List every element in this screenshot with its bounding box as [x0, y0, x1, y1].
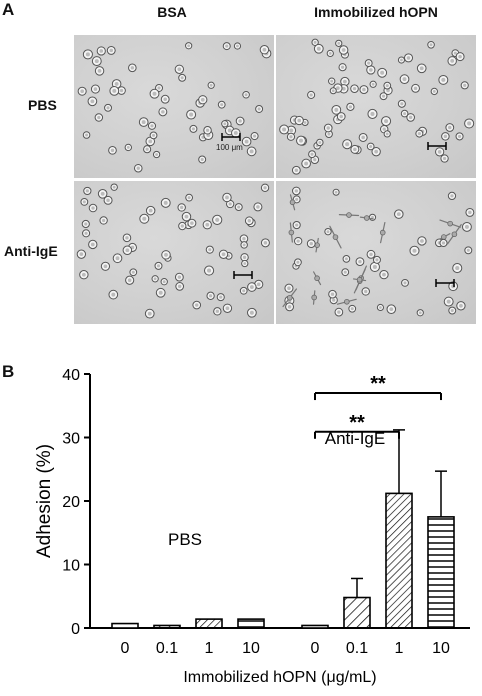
cells-bsa-anti-ige [76, 183, 270, 319]
cells-hopn-anti-ige [282, 186, 475, 317]
x-tick-label: 10 [242, 640, 260, 657]
column-header-bsa: BSA [157, 4, 187, 20]
row-header-anti-ige: Anti-IgE [4, 243, 58, 259]
row-header-pbs: PBS [28, 97, 57, 113]
micrograph-hopn-pbs [276, 35, 476, 178]
y-axis-label: Adhesion (%) [34, 444, 55, 558]
y-tick-label: 40 [62, 367, 80, 384]
bar [427, 516, 455, 629]
cells-bsa-pbs [77, 42, 272, 173]
group-label-pbs: PBS [168, 530, 202, 549]
bar [111, 622, 139, 629]
scale-bar-label: 100 μm [216, 143, 243, 152]
micrograph-bsa-anti-ige [74, 181, 274, 324]
y-tick-label: 20 [62, 494, 80, 511]
x-tick-label: 0.1 [156, 640, 178, 657]
x-axis-label: Immobilized hOPN (μg/mL) [183, 669, 376, 686]
micrograph-hopn-anti-ige [276, 181, 476, 324]
panel-a-letter: A [2, 0, 15, 19]
bar [195, 618, 223, 629]
x-tick-label: 1 [205, 640, 214, 657]
x-tick-label: 0.1 [346, 640, 368, 657]
y-tick-label: 0 [71, 621, 80, 638]
group-label-anti-ige: Anti-IgE [325, 429, 385, 448]
column-header-hopn: Immobilized hOPN [314, 4, 438, 20]
micrograph-bsa-pbs [74, 35, 274, 178]
bar [153, 624, 181, 629]
y-tick-label: 10 [62, 558, 80, 575]
bar [343, 596, 371, 629]
x-tick-label: 1 [395, 640, 404, 657]
bar [385, 492, 413, 629]
x-tick-label: 0 [121, 640, 130, 657]
panel-b-letter: B [2, 362, 15, 381]
x-tick-label: 0 [311, 640, 320, 657]
x-tick-label: 10 [432, 640, 450, 657]
bar [237, 618, 265, 629]
bar [301, 624, 329, 629]
significance-label: ** [349, 412, 365, 434]
y-tick-label: 30 [62, 431, 80, 448]
significance-label: ** [370, 373, 386, 395]
cells-hopn-pbs [279, 38, 475, 175]
